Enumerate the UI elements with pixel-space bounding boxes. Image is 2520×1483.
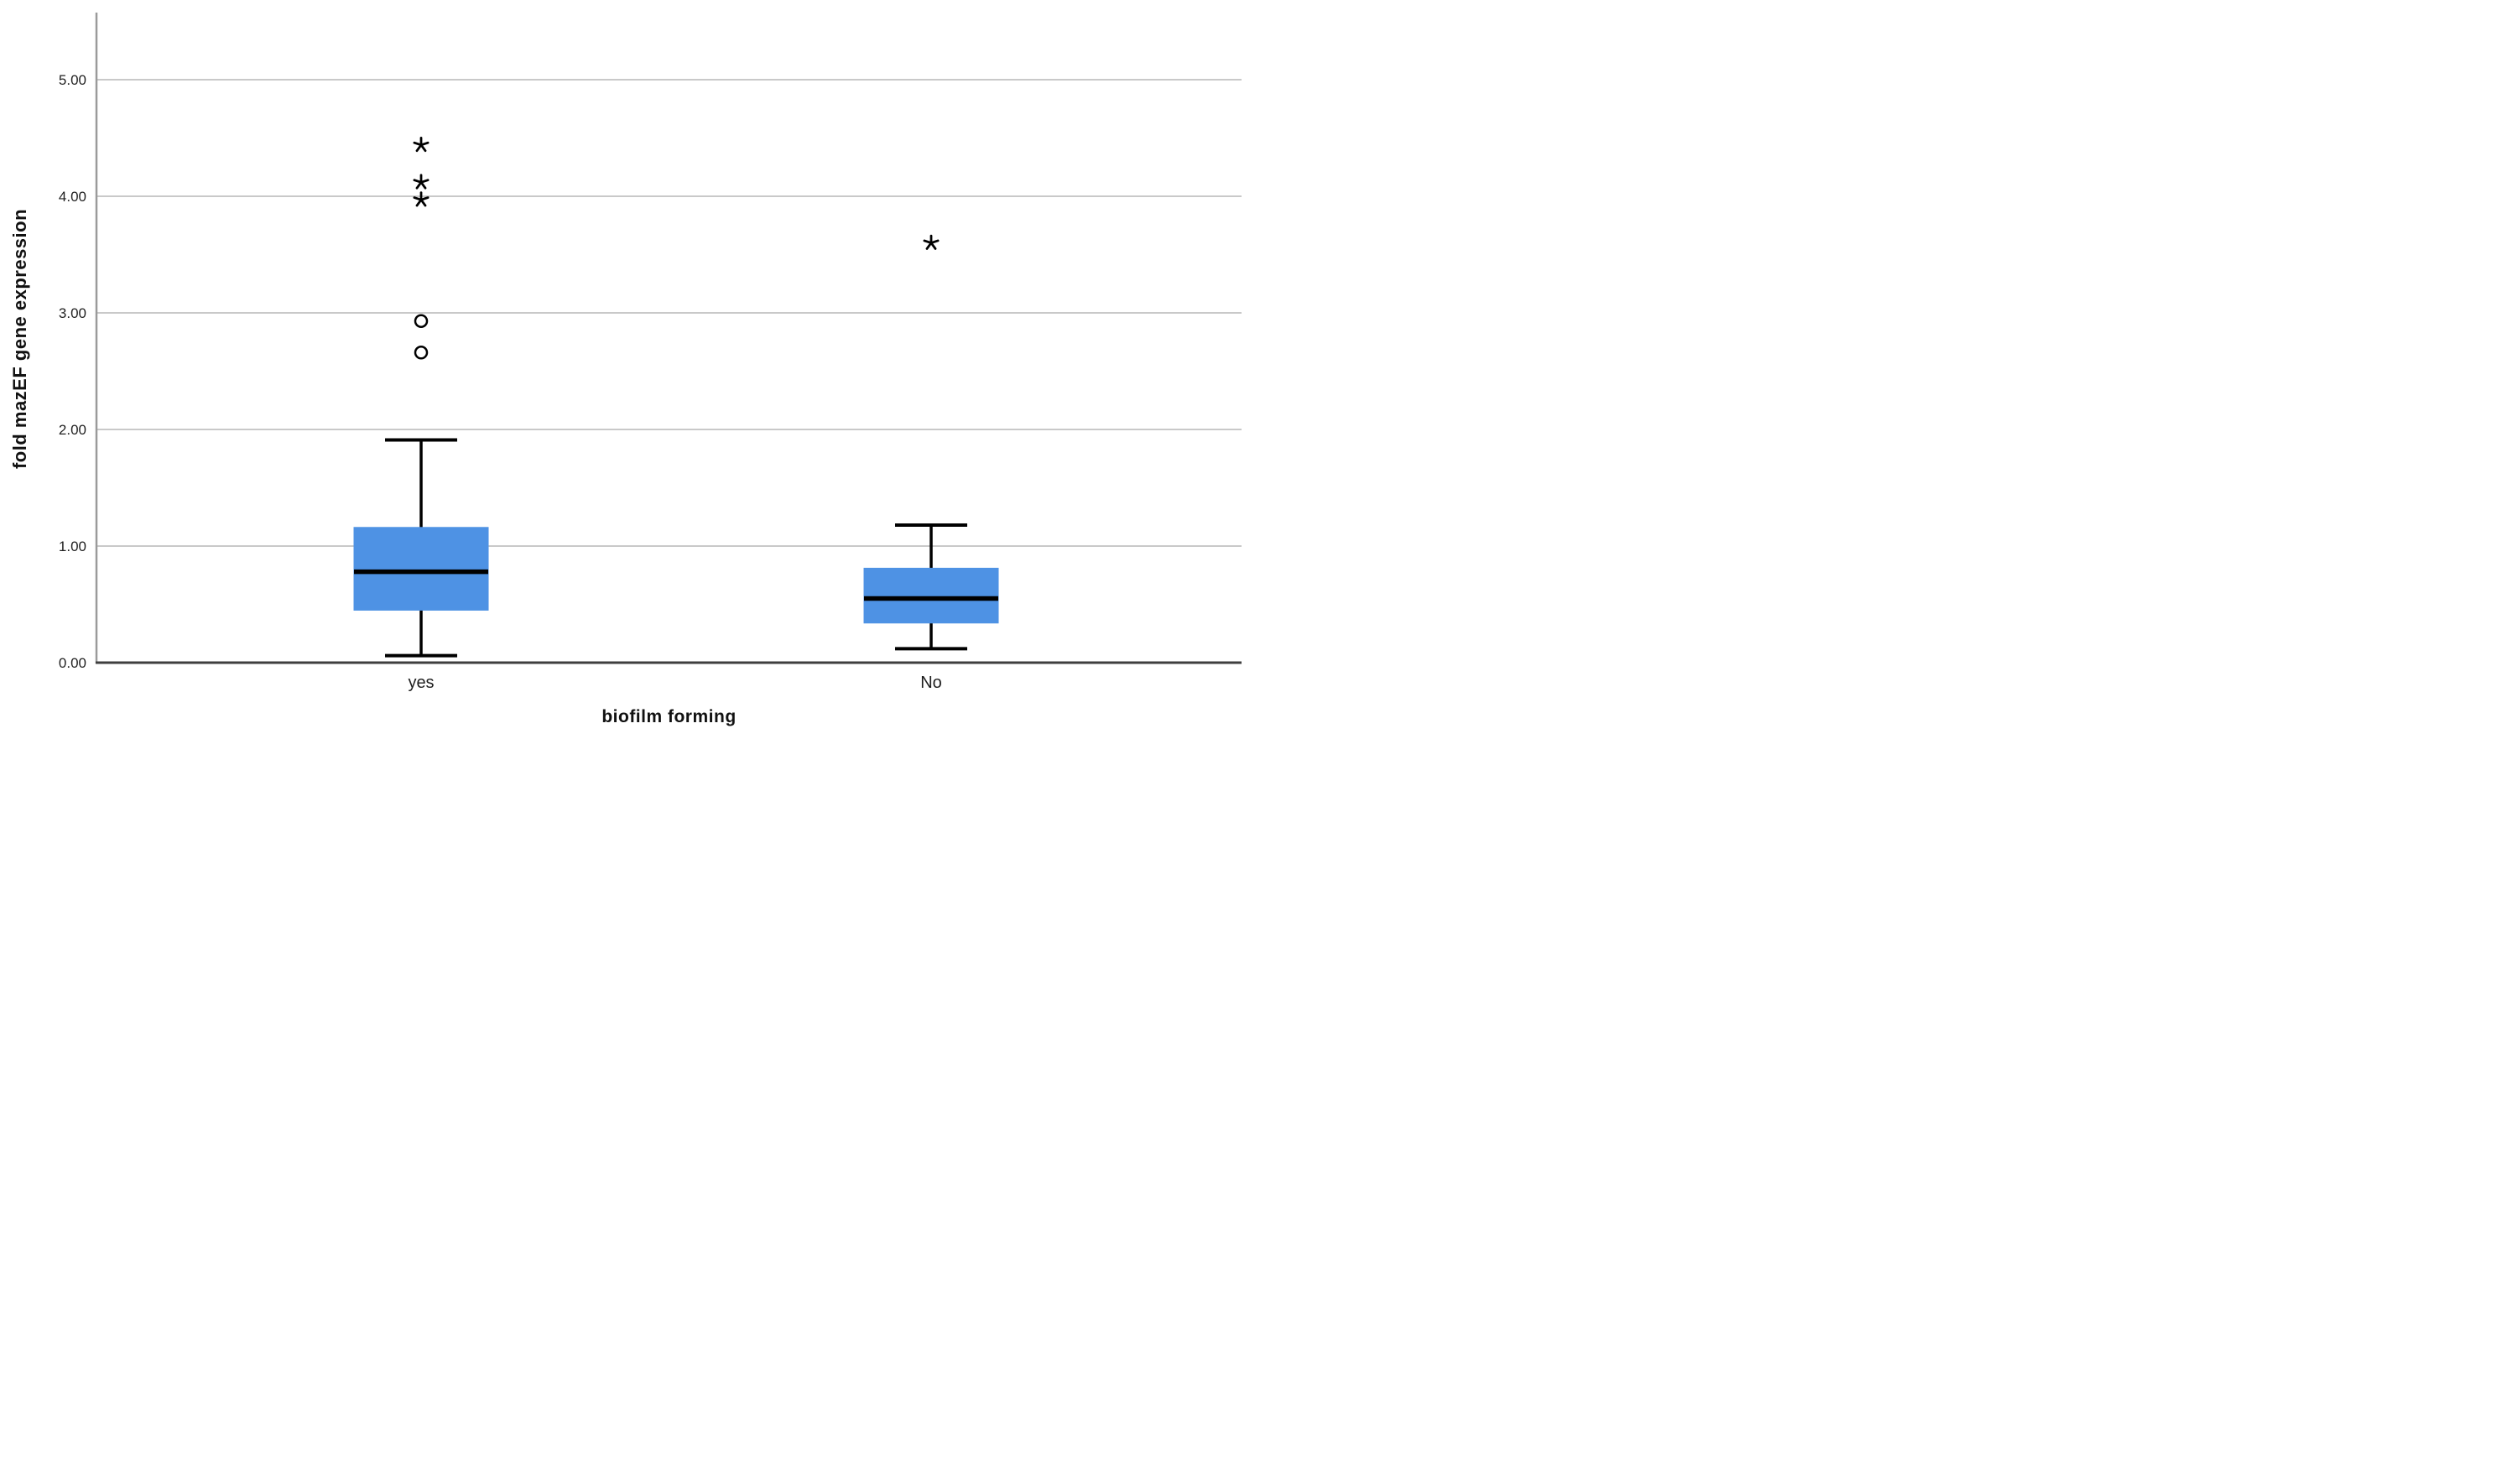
outlier-circle: [414, 314, 429, 328]
outlier-asterisk: [929, 239, 940, 245]
iqr-box-No: [863, 567, 999, 624]
outlier-asterisk: [419, 179, 430, 184]
boxplot-plot-area: 0.00 1.00 2.00 3.00 4.00 5.00 yes No: [59, 13, 1242, 692]
outlier-circle: [414, 346, 429, 360]
y-tick-label: 0.00: [59, 655, 86, 671]
y-tick-label: 2.00: [59, 422, 86, 438]
y-tick-label: 5.00: [59, 72, 86, 88]
y-tick-label: 1.00: [59, 539, 86, 554]
outlier-asterisk: [419, 141, 430, 147]
y-tick-label: 3.00: [59, 305, 86, 321]
iqr-box-yes: [353, 527, 489, 611]
x-axis-title: biofilm forming: [601, 707, 737, 726]
category-label: No: [920, 674, 942, 692]
boxplot-figure: fold mazEF gene expression 0.00 1.00 2.00 3…: [0, 0, 1260, 742]
y-tick-label: 4.00: [59, 189, 86, 205]
category-label: yes: [408, 674, 434, 692]
outlier-asterisk: [419, 196, 430, 201]
